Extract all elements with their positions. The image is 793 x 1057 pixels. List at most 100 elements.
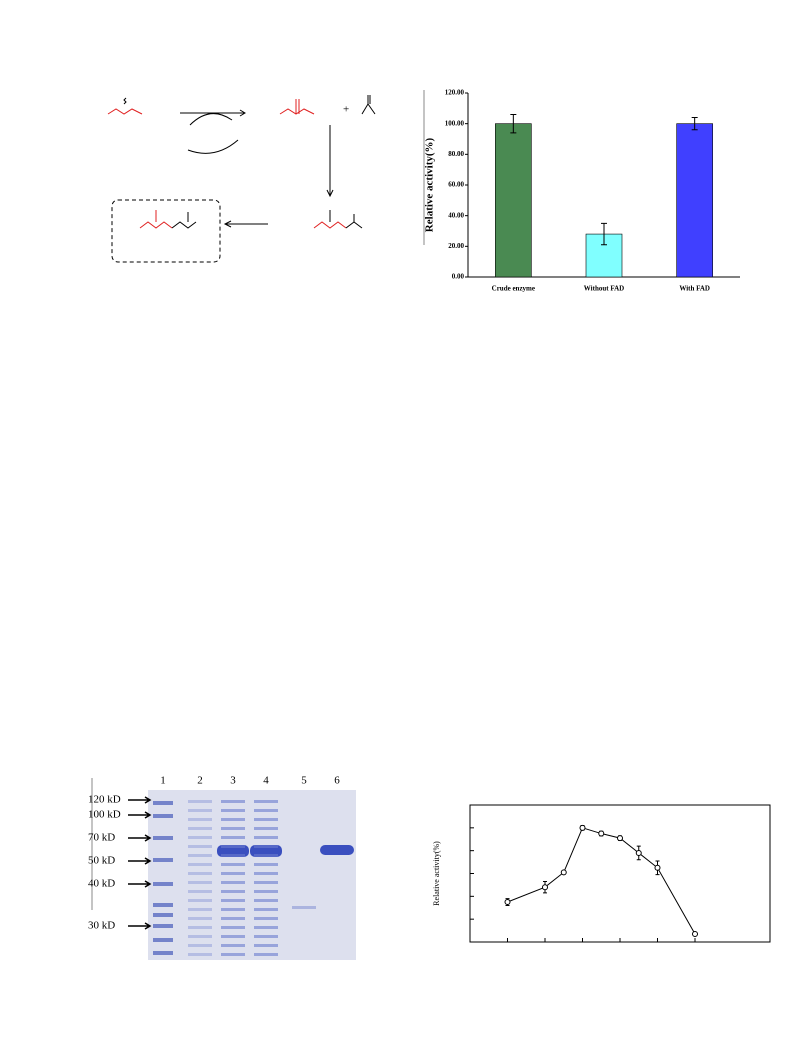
x-tick-label: Crude enzyme bbox=[492, 285, 535, 293]
data-line bbox=[507, 827, 696, 935]
band bbox=[254, 926, 278, 929]
band bbox=[254, 854, 278, 857]
band bbox=[254, 800, 278, 803]
bar bbox=[676, 123, 713, 278]
band bbox=[188, 809, 212, 812]
x-tick-label: Without FAD bbox=[584, 285, 624, 293]
band bbox=[254, 872, 278, 875]
y-tick-label: 80.00 bbox=[448, 150, 464, 158]
data-point bbox=[504, 899, 511, 906]
y-tick-label: 120.00 bbox=[445, 89, 465, 97]
band bbox=[254, 935, 278, 938]
marker-arrow bbox=[128, 857, 152, 865]
band bbox=[221, 854, 245, 857]
band bbox=[254, 827, 278, 830]
reaction-scheme bbox=[107, 95, 376, 263]
lane-label: 2 bbox=[197, 775, 203, 787]
marker-arrow bbox=[128, 811, 152, 819]
band bbox=[153, 858, 173, 862]
band bbox=[254, 845, 278, 848]
band bbox=[188, 845, 212, 848]
band bbox=[254, 953, 278, 956]
error-bar bbox=[601, 222, 607, 246]
data-point bbox=[692, 931, 698, 938]
band bbox=[188, 899, 212, 902]
band bbox=[221, 809, 245, 812]
lane-label: 5 bbox=[301, 775, 307, 787]
band bbox=[188, 953, 212, 956]
band bbox=[188, 827, 212, 830]
band bbox=[188, 836, 212, 839]
band bbox=[153, 836, 173, 840]
marker-label: 30 kD bbox=[88, 920, 115, 932]
data-point bbox=[542, 884, 548, 891]
band bbox=[188, 881, 212, 884]
y-tick-label: 40.00 bbox=[448, 211, 464, 219]
lane-label: 3 bbox=[230, 775, 236, 787]
band bbox=[254, 836, 278, 839]
band bbox=[153, 814, 173, 818]
band bbox=[221, 935, 245, 938]
band bbox=[188, 917, 212, 920]
y-tick-label: 20.00 bbox=[448, 242, 464, 250]
band bbox=[188, 818, 212, 821]
error-bar bbox=[691, 117, 698, 131]
band bbox=[254, 890, 278, 893]
band bbox=[254, 908, 278, 911]
marker-label: 100 kD bbox=[88, 809, 121, 821]
lane-label: 1 bbox=[160, 775, 166, 787]
band bbox=[221, 818, 245, 821]
band bbox=[254, 944, 278, 947]
y-axis-label: Relative activity(%) bbox=[432, 841, 441, 906]
band bbox=[254, 863, 278, 866]
marker-arrow bbox=[128, 880, 152, 888]
band bbox=[221, 917, 245, 920]
data-point bbox=[579, 824, 586, 831]
band bbox=[153, 951, 173, 955]
band bbox=[221, 908, 245, 911]
y-axis-label: Relative activity(%) bbox=[424, 137, 436, 232]
band bbox=[320, 845, 354, 855]
band bbox=[188, 800, 212, 803]
band bbox=[188, 908, 212, 911]
lane-label: 4 bbox=[263, 775, 269, 787]
band bbox=[221, 872, 245, 875]
band bbox=[254, 818, 278, 821]
plot-frame bbox=[469, 804, 771, 943]
band bbox=[221, 944, 245, 947]
x-tick-label: With FAD bbox=[679, 285, 710, 293]
band bbox=[221, 881, 245, 884]
marker-arrow bbox=[128, 796, 152, 804]
band bbox=[188, 944, 212, 947]
data-point bbox=[654, 864, 661, 871]
band bbox=[153, 903, 173, 907]
band bbox=[221, 800, 245, 803]
plus-sign: + bbox=[343, 104, 349, 116]
marker-arrow bbox=[128, 834, 152, 842]
marker-label: 70 kD bbox=[88, 832, 115, 844]
band bbox=[153, 882, 173, 886]
band bbox=[188, 863, 212, 866]
band bbox=[153, 913, 173, 917]
band bbox=[221, 953, 245, 956]
data-point bbox=[560, 869, 567, 876]
sds-gel: 1 2 3 4 5 6 120 kD 100 kD 70 kD 50 kD 40 kD 30 kD bbox=[88, 775, 356, 960]
data-point bbox=[617, 835, 623, 842]
marker-label: 40 kD bbox=[88, 878, 115, 890]
band bbox=[221, 926, 245, 929]
error-bar bbox=[510, 113, 517, 134]
y-tick-label: 100.00 bbox=[445, 119, 465, 127]
data-point bbox=[635, 849, 642, 856]
marker-arrow bbox=[128, 922, 152, 930]
marker-label: 50 kD bbox=[88, 855, 115, 867]
band bbox=[188, 872, 212, 875]
band bbox=[221, 836, 245, 839]
y-tick-label: 60.00 bbox=[448, 181, 464, 189]
bar bbox=[495, 123, 532, 278]
band bbox=[254, 881, 278, 884]
band bbox=[254, 917, 278, 920]
band bbox=[221, 863, 245, 866]
band bbox=[292, 906, 316, 909]
band bbox=[221, 899, 245, 902]
